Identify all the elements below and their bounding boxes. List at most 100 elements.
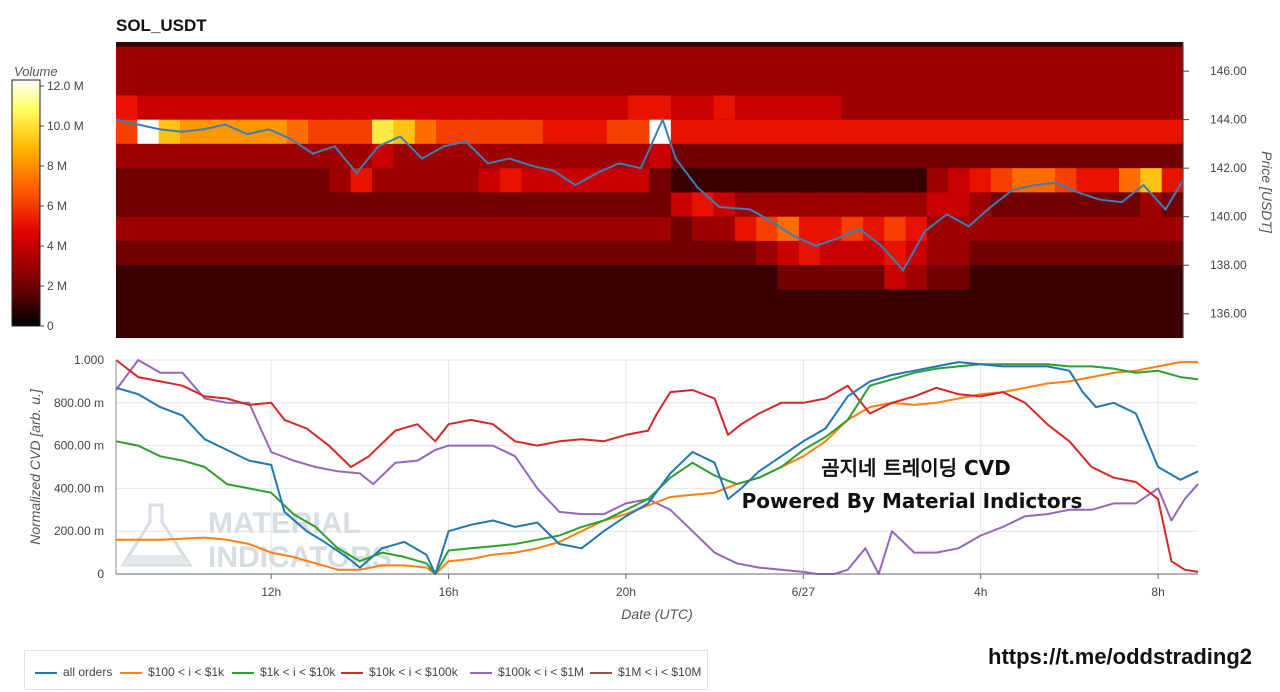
heatmap-cell (798, 46, 821, 72)
heatmap-cell (414, 289, 437, 314)
heatmap-cell (393, 313, 416, 338)
heatmap-cell (1054, 265, 1077, 290)
heatmap-cell (564, 143, 587, 169)
heatmap-cell (692, 240, 715, 266)
heatmap-cell (1054, 216, 1077, 241)
heatmap-cell (969, 71, 992, 96)
heatmap-cell (905, 143, 928, 169)
heatmap-cell (308, 216, 330, 241)
heatmap-cell (969, 95, 992, 120)
heatmap-cell (1054, 192, 1077, 217)
heatmap-cell (393, 216, 416, 241)
heatmap-cell (585, 289, 608, 314)
heatmap-cell (564, 71, 587, 96)
heatmap-cell (585, 95, 608, 120)
heatmap-cell (244, 192, 266, 217)
heatmap-cell (457, 240, 480, 266)
heatmap-cell (350, 143, 373, 169)
heatmap-cell (905, 265, 928, 290)
legend-item-all_orders[interactable]: all orders (35, 665, 112, 679)
colorbar-tick-label: 10.0 M (47, 119, 84, 133)
heatmap-cell (585, 216, 608, 241)
heatmap-cell (820, 265, 843, 290)
heatmap-cell (521, 71, 544, 96)
heatmap-cell (585, 192, 608, 217)
colorbar-tick-label: 8 M (47, 159, 67, 173)
heatmap-cell (734, 265, 757, 290)
heatmap-cell (436, 46, 459, 72)
heatmap-cell (137, 289, 160, 314)
price-line (115, 116, 1184, 272)
heatmap-cell (308, 240, 330, 266)
heatmap-cell (756, 313, 779, 338)
heatmap-cell (990, 313, 1013, 338)
heatmap-cell (969, 168, 992, 193)
heatmap-cell (948, 289, 971, 314)
series-line-all_orders (115, 361, 1199, 575)
heatmap-cell (457, 46, 480, 72)
heatmap-cell (606, 313, 629, 338)
heatmap-cell (500, 289, 523, 314)
heatmap-cell (222, 265, 245, 290)
heatmap-cell (329, 240, 352, 266)
heatmap-cell (436, 143, 459, 169)
heatmap-cell (926, 289, 949, 314)
heatmap-cell (734, 119, 757, 144)
heatmap-cell (862, 313, 885, 338)
cvd-x-tick-label: 8h (1151, 585, 1164, 599)
legend-item-s100_1k[interactable]: $100 < i < $1k (120, 665, 224, 679)
heatmap-cell (713, 216, 736, 241)
heatmap-cell (990, 216, 1013, 241)
legend-item-s10k_100k[interactable]: $10k < i < $100k (341, 665, 458, 679)
heatmap-cell (948, 168, 971, 193)
heatmap-cell (564, 313, 587, 338)
heatmap-cell (713, 71, 736, 96)
heatmap-cell (756, 46, 779, 72)
heatmap-cell (265, 168, 288, 193)
heatmap-cell (798, 265, 821, 290)
heatmap-cell (564, 192, 587, 217)
heatmap-cell (372, 289, 395, 314)
heatmap-cell (1076, 289, 1099, 314)
heatmap-cell (542, 192, 565, 217)
colorbar-tick-label: 2 M (47, 279, 67, 293)
heatmap-cell (478, 265, 501, 290)
heatmap-cell (734, 143, 757, 169)
heatmap-cell (990, 143, 1013, 169)
overlay-subtitle: Powered By Material Indictors (742, 489, 1083, 513)
heatmap-cell (414, 95, 437, 120)
heatmap-cell (521, 313, 544, 338)
heatmap-cell (948, 119, 971, 144)
legend-item-s100k_1M[interactable]: $100k < i < $1M (470, 665, 584, 679)
heatmap-cell (734, 168, 757, 193)
heatmap-cell (820, 216, 843, 241)
heatmap-cell (244, 289, 266, 314)
heatmap-cell (414, 119, 437, 144)
heatmap-cell (777, 95, 800, 120)
heatmap-cell (457, 119, 480, 144)
heatmap-cell (222, 313, 245, 338)
legend-item-s1k_10k[interactable]: $1k < i < $10k (232, 665, 335, 679)
heatmap-cell (329, 95, 352, 120)
heatmap-cell (1161, 192, 1184, 217)
heatmap-cell (286, 192, 309, 217)
heatmap-cell (1118, 95, 1141, 120)
heatmap-cell (244, 216, 266, 241)
heatmap-cell (308, 46, 330, 72)
cvd-x-tick-label: 6/27 (792, 585, 816, 599)
heatmap-cell (116, 265, 138, 290)
heatmap-cell (286, 168, 309, 193)
heatmap-cell (798, 192, 821, 217)
heatmap-cell (1161, 216, 1184, 241)
heatmap-cell (329, 265, 352, 290)
heatmap-cell (862, 46, 885, 72)
heatmap-cell (414, 313, 437, 338)
legend-item-s1M_10M[interactable]: $1M < i < $10M (590, 665, 701, 679)
heatmap-cell (1012, 216, 1035, 241)
heatmap-cell (350, 192, 373, 217)
heatmap-cell (521, 192, 544, 217)
heatmap-cell (457, 143, 480, 169)
heatmap-cell (350, 216, 373, 241)
heatmap-cell (457, 168, 480, 193)
heatmap-cell (436, 168, 459, 193)
